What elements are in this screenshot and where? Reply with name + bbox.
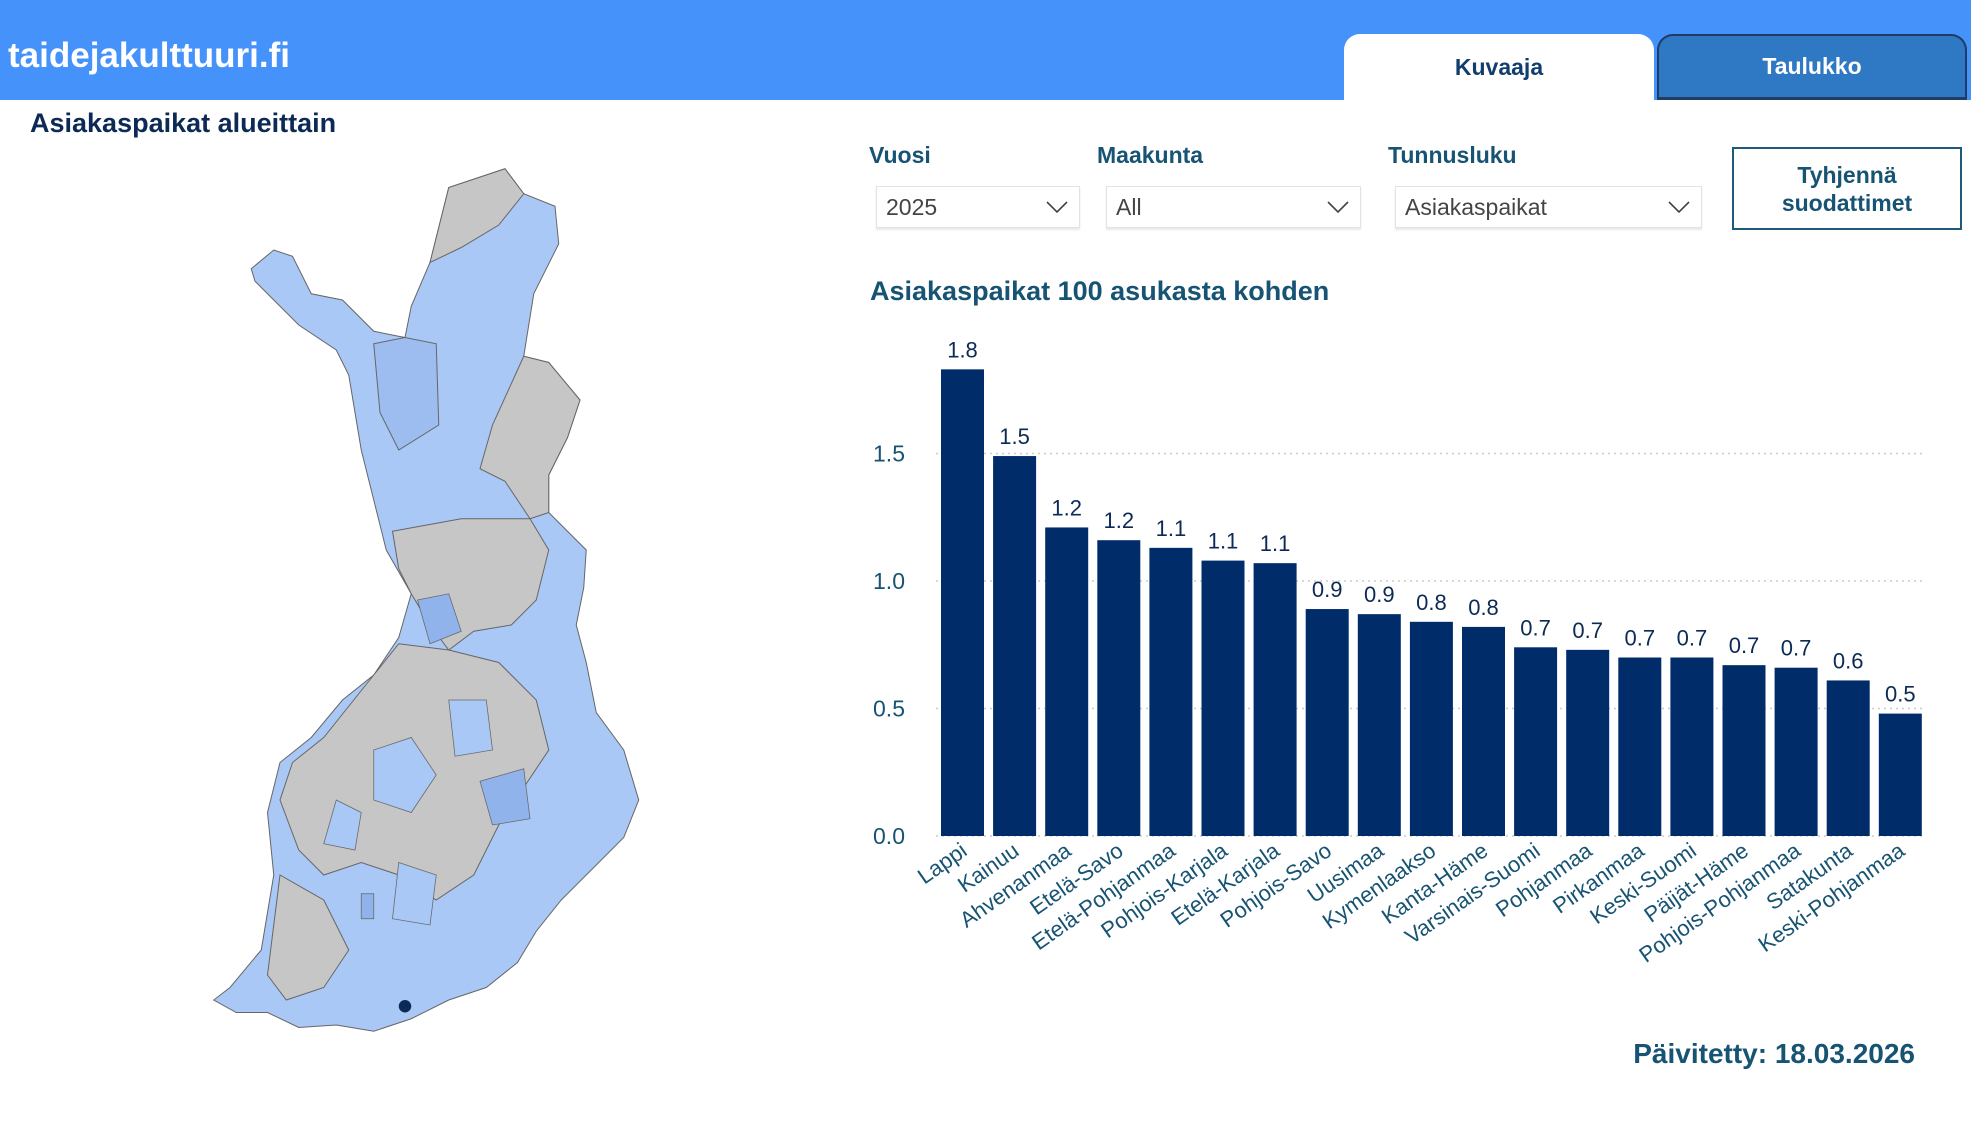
y-tick-label: 1.5 — [873, 441, 905, 467]
year-dropdown[interactable]: 2025 — [876, 186, 1080, 228]
bar-varsinais-suomi[interactable] — [1514, 647, 1558, 836]
bar-pohjois-savo[interactable] — [1305, 609, 1349, 836]
bar-päijät-häme[interactable] — [1722, 665, 1766, 836]
finland-map[interactable] — [200, 160, 660, 1060]
map-region-north-gray[interactable] — [429, 168, 525, 264]
region-dropdown[interactable]: All — [1106, 186, 1361, 228]
map-title: Asiakaspaikat alueittain — [30, 108, 337, 138]
data-label: 0.9 — [1312, 577, 1343, 602]
data-label: 1.1 — [1260, 531, 1291, 556]
chevron-down-icon — [1668, 201, 1690, 214]
map-region-southwest-gray[interactable] — [266, 874, 350, 1001]
data-label: 0.7 — [1520, 615, 1551, 640]
bar-uusimaa[interactable] — [1357, 614, 1401, 836]
bar-kymenlaakso[interactable] — [1409, 621, 1453, 836]
map-region-lapland-mid[interactable] — [373, 336, 440, 451]
map-region-helsinki[interactable] — [398, 1000, 412, 1013]
updated-date: Päivitetty: 18.03.2026 — [1633, 1038, 1915, 1069]
data-label: 0.8 — [1468, 595, 1499, 620]
data-label: 0.7 — [1729, 633, 1760, 658]
bar-lappi[interactable] — [941, 369, 984, 836]
bar-pirkanmaa[interactable] — [1618, 657, 1662, 837]
bar-etelä-pohjanmaa[interactable] — [1149, 547, 1193, 836]
site-logo[interactable]: taidejakulttuuri.fi — [8, 36, 290, 75]
chevron-down-icon — [1046, 201, 1068, 214]
year-filter-label: Vuosi — [869, 142, 931, 168]
data-label: 0.8 — [1416, 590, 1447, 615]
y-tick-label: 0.5 — [873, 696, 905, 722]
metric-dropdown[interactable]: Asiakaspaikat — [1395, 186, 1702, 228]
data-label: 0.7 — [1572, 618, 1603, 643]
bar-keski-pohjanmaa[interactable] — [1878, 713, 1922, 836]
y-tick-label: 0.0 — [873, 823, 905, 849]
data-label: 0.6 — [1833, 648, 1864, 673]
data-label: 1.1 — [1208, 529, 1239, 554]
bar-ahvenanmaa[interactable] — [1045, 527, 1089, 836]
data-label: 1.2 — [1051, 495, 1082, 520]
header-bar: taidejakulttuuri.fi Kuvaaja Taulukko — [0, 0, 1971, 100]
year-dropdown-value: 2025 — [886, 193, 938, 220]
bar-etelä-savo[interactable] — [1097, 540, 1141, 836]
bar-etelä-karjala[interactable] — [1253, 563, 1297, 836]
data-label: 0.7 — [1625, 626, 1656, 651]
bar-kanta-häme[interactable] — [1462, 626, 1505, 836]
clear-filters-label: Tyhjennä suodattimet — [1781, 161, 1913, 216]
tab-kuvaaja[interactable]: Kuvaaja — [1344, 34, 1654, 100]
map-region-blue-1[interactable] — [323, 699, 493, 926]
tab-taulukko[interactable]: Taulukko — [1657, 34, 1967, 100]
metric-dropdown-value: Asiakaspaikat — [1405, 193, 1547, 220]
bar-pohjois-karjala[interactable] — [1201, 560, 1245, 836]
data-label: 1.8 — [947, 337, 978, 362]
region-filter-label: Maakunta — [1097, 142, 1204, 168]
metric-filter-label: Tunnusluku — [1388, 142, 1517, 168]
data-label: 0.9 — [1364, 582, 1395, 607]
data-label: 0.7 — [1781, 636, 1812, 661]
bar-keski-suomi[interactable] — [1670, 657, 1714, 837]
data-label: 1.1 — [1156, 516, 1187, 541]
bar-satakunta[interactable] — [1826, 680, 1870, 836]
clear-filters-button[interactable]: Tyhjennä suodattimet — [1732, 147, 1962, 230]
map-region-east-gray[interactable] — [479, 355, 581, 520]
bar-pohjois-pohjanmaa[interactable] — [1774, 667, 1818, 836]
chevron-down-icon — [1327, 201, 1349, 214]
data-label: 0.5 — [1885, 682, 1916, 707]
data-label: 0.7 — [1677, 626, 1708, 651]
y-tick-label: 1.0 — [873, 568, 905, 594]
bar-pohjanmaa[interactable] — [1566, 649, 1610, 836]
bar-chart: 0.00.51.01.51.8Lappi1.5Kainuu1.2Ahvenanm… — [873, 337, 1923, 968]
bar-kainuu[interactable] — [993, 456, 1037, 836]
region-dropdown-value: All — [1116, 193, 1142, 220]
data-label: 1.5 — [999, 424, 1030, 449]
chart-title: Asiakaspaikat 100 asukasta kohden — [870, 276, 1330, 306]
data-label: 1.2 — [1104, 508, 1135, 533]
map-region-mid-blue[interactable] — [360, 593, 531, 920]
